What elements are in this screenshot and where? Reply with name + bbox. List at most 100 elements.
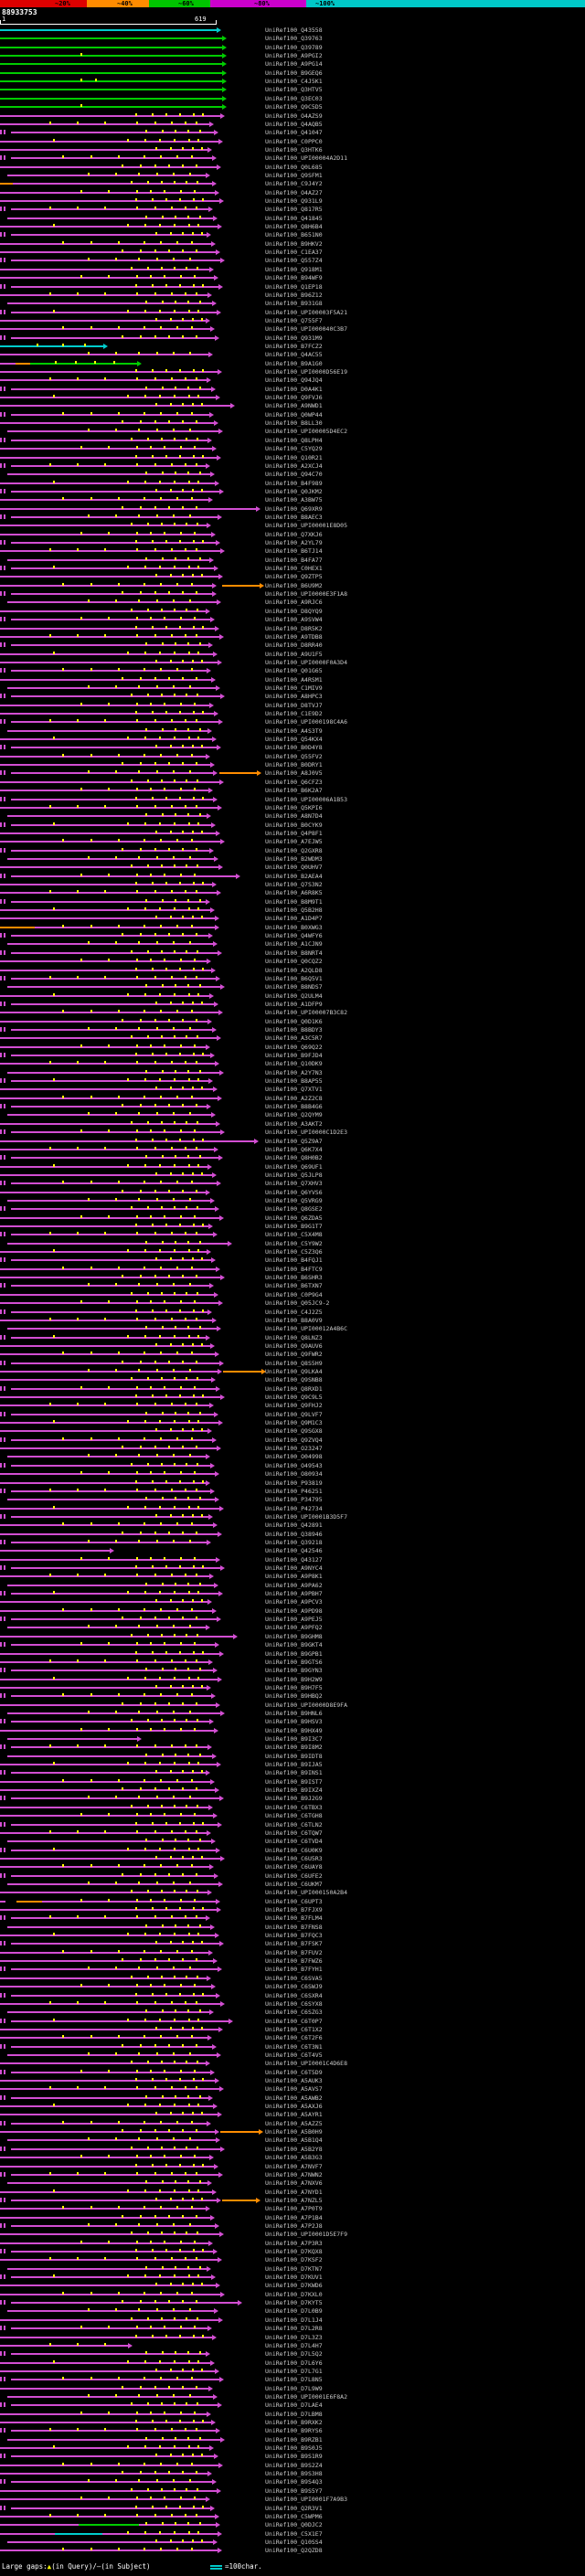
hit-bar[interactable] [0,1165,207,1168]
hit-bar[interactable] [0,909,210,912]
hit-bar[interactable] [0,2284,216,2287]
hit-accession[interactable]: UniRef100_B9IJA5 [265,1761,323,1769]
hit-accession[interactable]: UniRef100_B9S3H8 [265,2470,323,2478]
hit-bar[interactable] [0,1977,207,1979]
hit-accession[interactable]: UniRef100_B7FNS8 [265,1923,323,1931]
hit-accession[interactable]: UniRef100_D7L3Z3 [265,2333,323,2341]
hit-bar[interactable] [0,1703,216,1706]
hit-bar[interactable] [0,1020,207,1023]
hit-bar[interactable] [0,114,220,117]
hit-accession[interactable]: UniRef100_A5AUK3 [265,2077,323,2084]
hit-accession[interactable]: UniRef100_A4RSM1 [265,675,323,684]
hit-accession[interactable]: UniRef100_A3C5R7 [265,1034,323,1043]
hit-bar[interactable] [7,473,210,476]
hit-accession[interactable]: UniRef100_C5Y9W2 [265,1239,323,1247]
hit-accession[interactable]: UniRef100_C6U0K9 [265,1846,323,1854]
hit-accession[interactable]: UniRef100_B7FYH1 [265,1966,323,1974]
hit-bar[interactable] [0,635,219,638]
hit-accession[interactable]: UniRef100_Q7XKJ6 [265,530,323,538]
hit-bar[interactable] [0,1660,208,1663]
hit-bar[interactable] [7,2182,207,2185]
hit-accession[interactable]: UniRef100_A3BW75 [265,496,323,504]
hit-accession[interactable]: UniRef100_C0HEX1 [265,565,323,573]
hit-accession[interactable]: UniRef100_Q4AQB5 [265,120,323,128]
hit-bar[interactable] [55,2532,102,2535]
hit-bar[interactable] [11,1567,220,1569]
hit-bar[interactable] [7,430,218,433]
hit-bar[interactable] [0,97,222,100]
hit-accession[interactable]: UniRef100_A9PG14 [265,60,323,69]
hit-accession[interactable]: UniRef100_C5X1E7 [265,2529,323,2538]
hit-accession[interactable]: UniRef100_Q01G65 [265,667,323,675]
hit-bar[interactable] [11,157,212,160]
hit-accession[interactable]: UniRef100_B9RXK2 [265,2419,323,2426]
hit-accession[interactable]: UniRef100_A9PCV3 [265,1598,323,1606]
hit-bar[interactable] [11,311,217,313]
hit-bar[interactable] [0,1319,212,1321]
hit-bar[interactable] [7,1840,211,1843]
hit-accession[interactable]: UniRef100_A5AWB2 [265,2094,323,2102]
hit-accession[interactable]: UniRef100_A5B1Q4 [265,2136,323,2145]
hit-bar[interactable] [11,1438,212,1441]
hit-bar[interactable] [0,790,208,792]
hit-bar[interactable] [0,268,209,270]
hit-accession[interactable]: UniRef100_A7NXV6 [265,2179,323,2188]
hit-accession[interactable]: UniRef100_P34795 [265,1496,323,1504]
hit-bar[interactable] [11,935,208,938]
hit-bar[interactable] [0,1960,213,1963]
hit-bar[interactable] [0,1405,209,1407]
hit-bar[interactable] [0,448,212,451]
hit-bar[interactable] [11,285,218,288]
hit-bar[interactable] [0,89,222,91]
hit-accession[interactable]: UniRef100_B8NDS7 [265,983,323,991]
hit-accession[interactable]: UniRef100_Q55FV2 [265,752,323,760]
hit-accession[interactable]: UniRef100_Q6YVS6 [265,1188,323,1196]
hit-accession[interactable]: UniRef100_Q10DK9 [265,1060,323,1068]
hit-bar[interactable] [0,764,210,767]
hit-bar[interactable] [0,1532,218,1535]
hit-bar[interactable] [11,1772,206,1775]
hit-accession[interactable]: UniRef100_C6SVA5 [265,1974,323,1982]
hit-accession[interactable]: UniRef100_Q0WP44 [265,410,323,419]
hit-bar[interactable] [0,251,216,254]
hit-accession[interactable]: UniRef100_Q0D1K6 [265,1017,323,1025]
hit-bar[interactable] [0,71,222,74]
hit-accession[interactable]: UniRef100_B8AP55 [265,1077,323,1086]
hit-accession[interactable]: UniRef100_D7KWD6 [265,2282,323,2290]
hit-bar[interactable] [0,2498,206,2501]
hit-accession[interactable]: UniRef100_Q42546 [265,1547,323,1555]
hit-bar[interactable] [11,2276,211,2279]
hit-accession[interactable]: UniRef100_A5AYR1 [265,2111,323,2119]
hit-bar[interactable] [7,1071,219,1074]
hit-accession[interactable]: UniRef100_Q931L9 [265,197,323,205]
hit-accession[interactable]: UniRef100_D7KTN7 [265,2264,323,2273]
hit-accession[interactable]: UniRef100_Q10SS4 [265,2538,323,2546]
hit-bar[interactable] [0,405,230,408]
hit-accession[interactable]: UniRef100_Q41047 [265,129,323,137]
hit-accession[interactable]: UniRef100_A7EJW5 [265,838,323,846]
hit-bar[interactable] [0,1012,218,1014]
hit-accession[interactable]: UniRef100_UPI0001F7A9B3 [265,2496,348,2504]
hit-accession[interactable]: UniRef100_A9SVW4 [265,616,323,624]
hit-accession[interactable]: UniRef100_C6U5R3 [265,1854,323,1862]
hit-accession[interactable]: UniRef100_C6SWJ9 [265,1983,323,1991]
hit-accession[interactable]: UniRef100_B4F989 [265,479,323,487]
hit-bar[interactable] [0,2037,207,2040]
hit-accession[interactable]: UniRef100_B4FQJ1 [265,1256,323,1265]
hit-accession[interactable]: UniRef100_Q5Z9A7 [265,1137,323,1145]
hit-accession[interactable]: UniRef100_UPI00006A1B53 [265,795,348,803]
hit-bar[interactable] [11,619,210,621]
hit-accession[interactable]: UniRef100_A9P8K1 [265,1573,323,1581]
hit-bar[interactable] [0,1789,215,1792]
hit-accession[interactable]: UniRef100_A1DFP9 [265,1000,323,1008]
hit-bar[interactable] [11,1695,211,1698]
hit-accession[interactable]: UniRef100_A1D4P7 [265,915,323,923]
hit-bar[interactable] [11,1310,207,1313]
hit-bar[interactable] [7,1738,137,1740]
hit-bar[interactable] [0,780,219,783]
hit-bar[interactable] [0,507,256,510]
hit-accession[interactable]: UniRef100_D7LAE4 [265,2401,323,2410]
hit-accession[interactable]: UniRef100_A3AKT2 [265,1119,323,1128]
hit-accession[interactable]: UniRef100_A9PA62 [265,1581,323,1589]
hit-bar[interactable] [0,1293,214,1296]
